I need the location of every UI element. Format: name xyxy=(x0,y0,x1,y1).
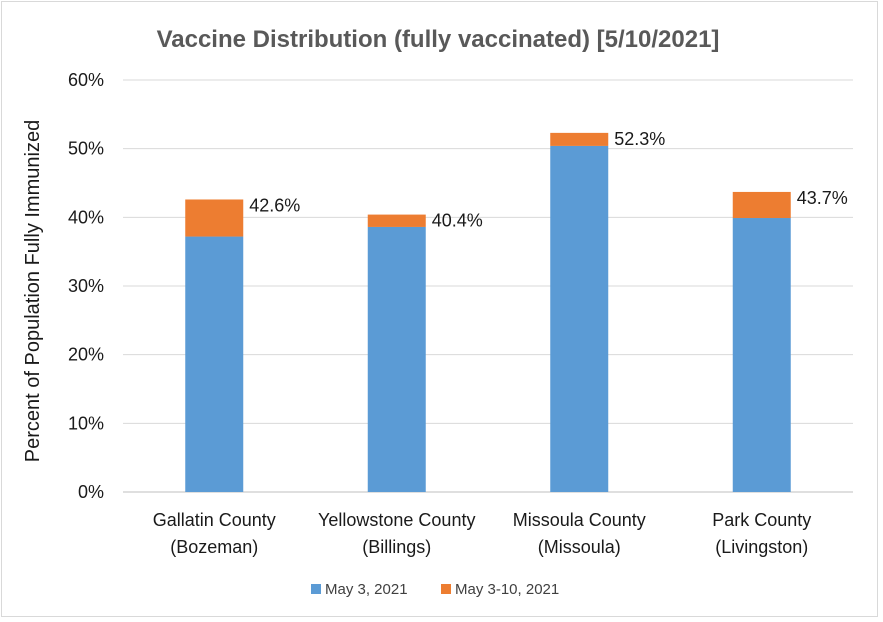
y-tick-label: 50% xyxy=(68,139,104,159)
y-tick-label: 20% xyxy=(68,345,104,365)
category-label: Gallatin County xyxy=(153,510,276,530)
y-axis-label: Percent of Population Fully Immunized xyxy=(22,120,44,462)
y-tick-label: 40% xyxy=(68,207,104,227)
bar-segment-may-3 xyxy=(732,218,791,492)
bar-segment-may-3 xyxy=(185,236,244,492)
gridlines xyxy=(123,79,853,493)
legend-swatch xyxy=(311,584,321,594)
bar-segment-may-3 xyxy=(367,226,426,493)
data-label: 52.3% xyxy=(614,129,665,149)
category-label: (Livingston) xyxy=(715,537,808,557)
data-label: 40.4% xyxy=(432,211,483,231)
y-tick-label: 60% xyxy=(68,70,104,90)
chart-title: Vaccine Distribution (fully vaccinated) … xyxy=(157,26,720,53)
category-labels: Gallatin County (Bozeman) Yellowstone Coun… xyxy=(153,510,812,557)
legend-swatch xyxy=(441,584,451,594)
bars xyxy=(185,132,791,493)
y-tick-labels: 0% 10% 20% 30% 40% 50% 60% xyxy=(68,70,104,502)
data-labels: 42.6% 40.4% 52.3% 43.7% xyxy=(249,129,848,231)
category-label: Park County xyxy=(712,510,811,530)
data-label: 43.7% xyxy=(797,188,848,208)
y-tick-label: 30% xyxy=(68,276,104,296)
bar-segment-may-3-10 xyxy=(367,214,426,227)
legend-label: May 3, 2021 xyxy=(325,581,408,598)
category-label: Yellowstone County xyxy=(318,510,475,530)
bar-segment-may-3-10 xyxy=(185,199,244,237)
bar-segment-may-3-10 xyxy=(550,132,609,146)
data-label: 42.6% xyxy=(249,195,300,215)
category-label: Missoula County xyxy=(513,510,646,530)
category-label: (Billings) xyxy=(362,537,431,557)
bar-segment-may-3 xyxy=(550,145,609,493)
legend: May 3, 2021 May 3-10, 2021 xyxy=(311,581,559,598)
bar-segment-may-3-10 xyxy=(732,191,791,219)
category-label: (Bozeman) xyxy=(170,537,258,557)
legend-label: May 3-10, 2021 xyxy=(455,581,559,598)
category-label: (Missoula) xyxy=(538,537,621,557)
y-tick-label: 10% xyxy=(68,413,104,433)
y-tick-label: 0% xyxy=(78,482,104,502)
